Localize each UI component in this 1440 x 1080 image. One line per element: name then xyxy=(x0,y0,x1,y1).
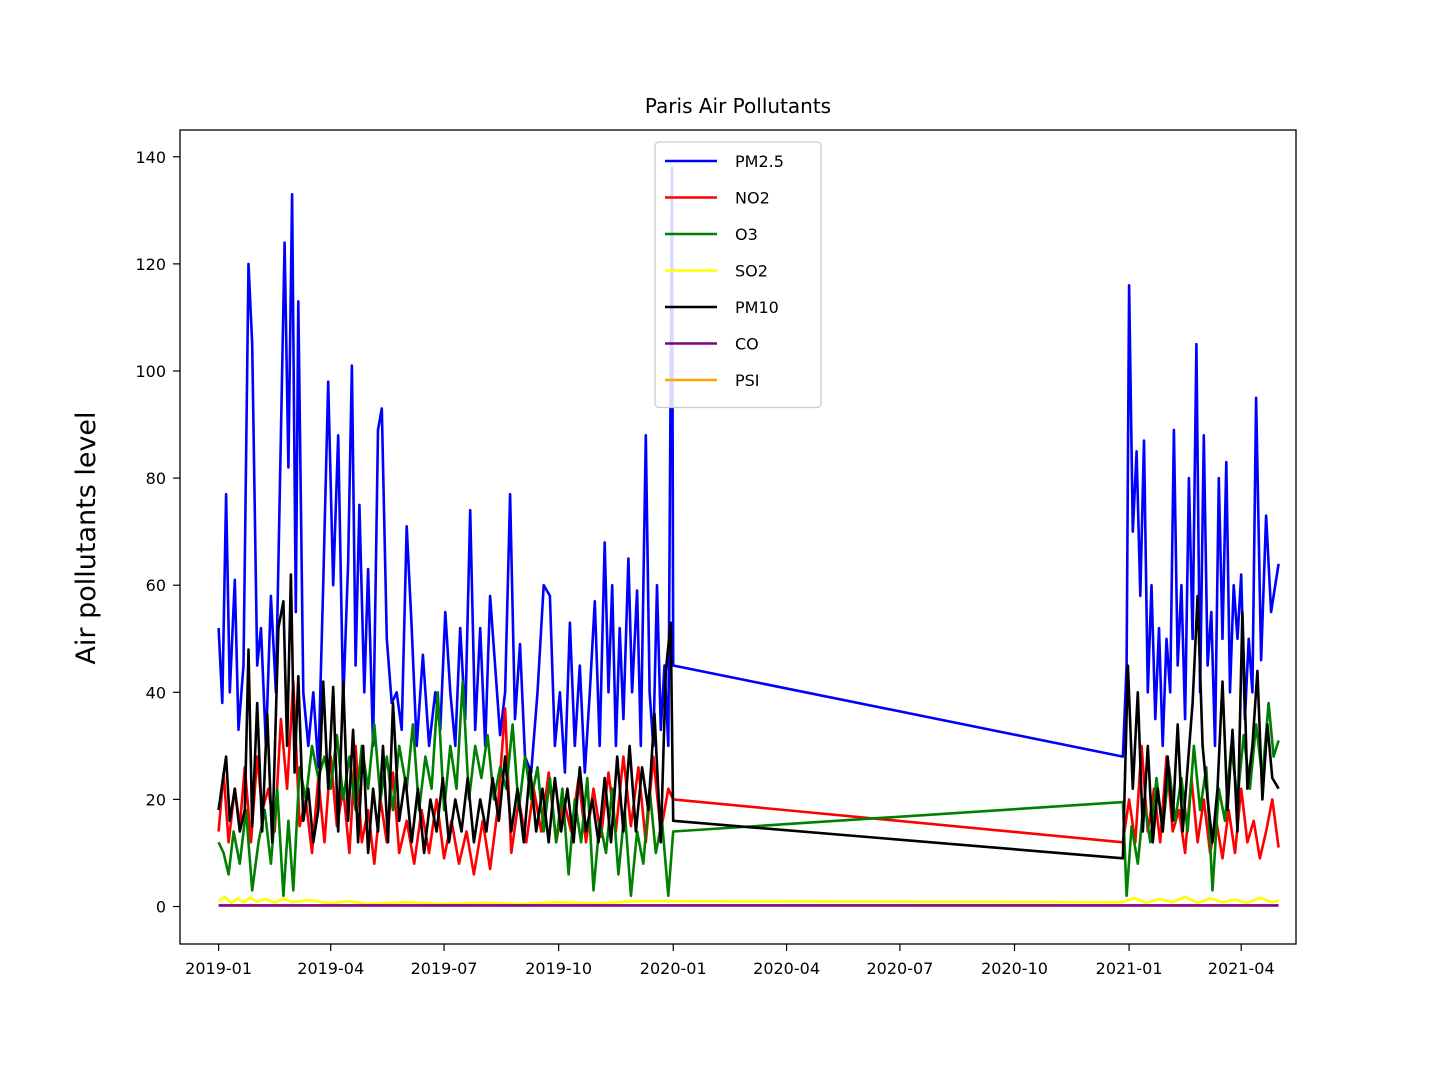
legend-label: CO xyxy=(735,335,759,354)
x-tick-label: 2019-10 xyxy=(525,959,592,978)
y-tick-label: 20 xyxy=(146,790,166,809)
plot-frame xyxy=(179,129,1297,945)
legend-box xyxy=(654,141,822,409)
legend-label: PSI xyxy=(735,371,760,390)
y-tick-label: 140 xyxy=(135,148,166,167)
y-tick-label: 120 xyxy=(135,255,166,274)
x-tick-label: 2021-01 xyxy=(1096,959,1163,978)
legend-label: PM2.5 xyxy=(735,152,784,171)
x-tick-label: 2020-10 xyxy=(981,959,1048,978)
legend-label: NO2 xyxy=(735,189,770,208)
y-tick-label: 40 xyxy=(146,683,166,702)
chart-title: Paris Air Pollutants xyxy=(645,94,831,118)
x-axis: 2019-01 2019-04 2019-07 2019-10 2020-01 2020-… xyxy=(185,944,1275,978)
x-tick-label: 2019-01 xyxy=(185,959,252,978)
x-tick-label: 2020-01 xyxy=(640,959,707,978)
legend-label: PM10 xyxy=(735,298,779,317)
legend-label: O3 xyxy=(735,225,758,244)
y-axis-label: Air pollutants level xyxy=(71,411,102,664)
x-tick-label: 2020-04 xyxy=(753,959,820,978)
series-line-pm10 xyxy=(217,573,1280,860)
x-tick-label: 2019-07 xyxy=(411,959,478,978)
x-tick-label: 2021-04 xyxy=(1208,959,1275,978)
x-tick-label: 2019-04 xyxy=(297,959,364,978)
legend-label: SO2 xyxy=(735,262,768,281)
y-tick-label: 60 xyxy=(146,576,166,595)
legend: PM2.5 NO2 O3 SO2 PM10 CO PSI xyxy=(654,141,822,409)
x-tick-label: 2020-07 xyxy=(866,959,933,978)
series-line-so2 xyxy=(217,895,1279,906)
y-tick-label: 0 xyxy=(156,898,166,917)
y-tick-label: 100 xyxy=(135,362,166,381)
series-line-pm2-5 xyxy=(217,166,1280,774)
series-layer xyxy=(217,166,1280,907)
y-axis: 0 20 40 60 80 100 120 140 xyxy=(135,148,180,917)
y-tick-label: 80 xyxy=(146,469,166,488)
